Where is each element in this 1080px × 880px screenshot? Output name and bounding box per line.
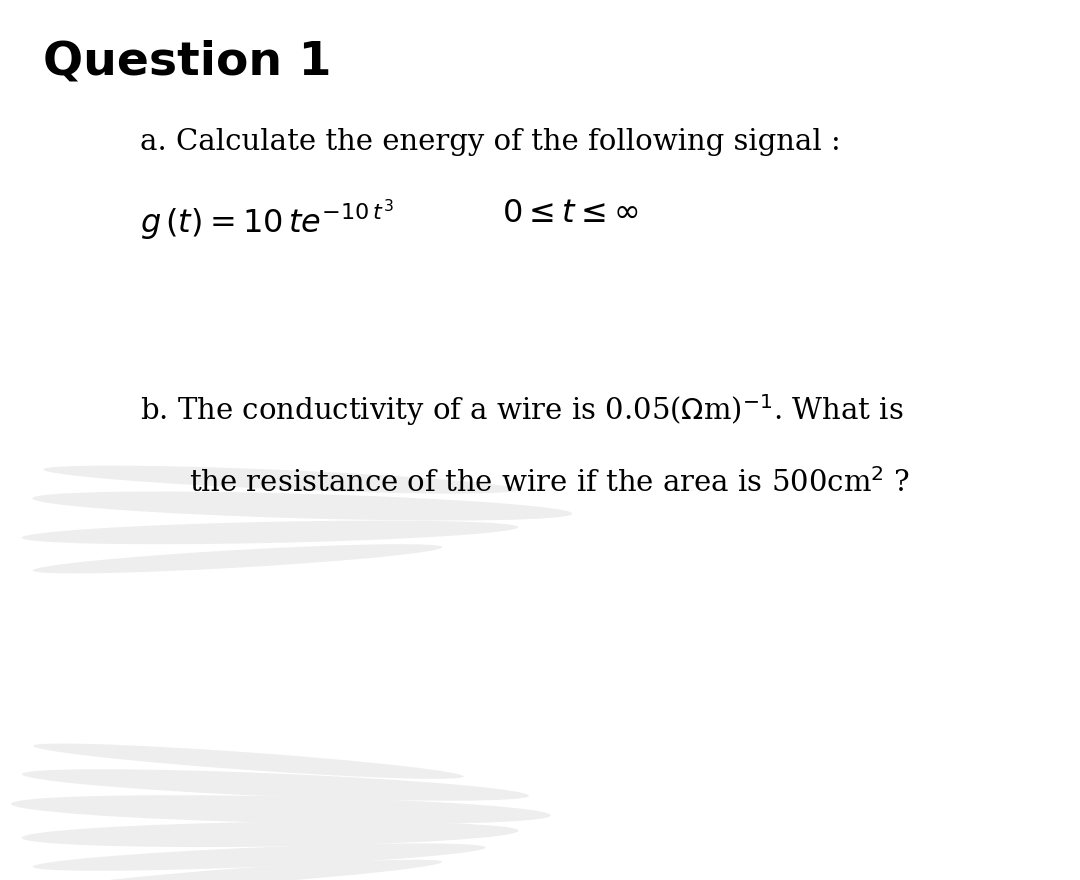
Text: Question 1: Question 1: [43, 40, 332, 84]
Ellipse shape: [22, 521, 518, 544]
Text: $g\,(t) = 10\,te^{-10\,t^{3}}$: $g\,(t) = 10\,te^{-10\,t^{3}}$: [140, 198, 394, 243]
Text: the resistance of the wire if the area is 500cm$^{2}$ ?: the resistance of the wire if the area i…: [189, 468, 910, 498]
Ellipse shape: [32, 843, 486, 871]
Text: a. Calculate the energy of the following signal :: a. Calculate the energy of the following…: [140, 128, 841, 156]
Ellipse shape: [33, 744, 463, 779]
Text: b. The conductivity of a wire is 0.05($\Omega$m)$^{-1}$. What is: b. The conductivity of a wire is 0.05($\…: [140, 392, 904, 428]
Ellipse shape: [22, 821, 518, 847]
Ellipse shape: [55, 860, 442, 880]
Ellipse shape: [22, 769, 529, 801]
Ellipse shape: [32, 492, 572, 520]
Text: $0 \leq t \leq \infty$: $0 \leq t \leq \infty$: [502, 198, 639, 229]
Ellipse shape: [43, 466, 518, 494]
Ellipse shape: [11, 796, 551, 824]
Ellipse shape: [32, 544, 443, 574]
